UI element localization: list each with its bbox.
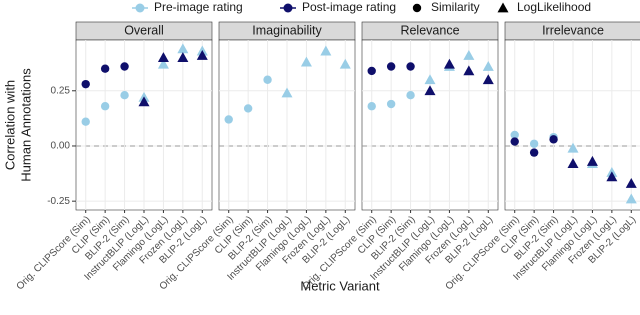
triangle-marker <box>463 65 475 76</box>
circle-marker <box>406 62 415 71</box>
triangle-marker <box>157 52 169 63</box>
circle-marker <box>386 62 396 71</box>
x-axis-title: Metric Variant <box>300 278 380 293</box>
y-tick-label: 0.00 <box>51 141 71 152</box>
legend-label: LogLikelihood <box>517 0 591 14</box>
triangle-marker <box>443 58 455 69</box>
facet-title: Overall <box>124 23 164 37</box>
circle-marker <box>386 99 396 109</box>
facet-title: Relevance <box>400 23 459 37</box>
triangle-marker <box>320 45 332 56</box>
legend-swatch <box>283 3 293 13</box>
circle-marker <box>100 102 110 111</box>
circle-marker <box>367 102 376 111</box>
triangle-marker <box>567 158 579 169</box>
facet-title: Imaginability <box>252 23 322 37</box>
circle-marker <box>529 139 539 148</box>
triangle-marker <box>625 178 637 188</box>
circle-marker <box>412 3 422 13</box>
y-axis-title: Correlation with <box>2 80 17 170</box>
triangle-marker <box>463 49 475 60</box>
legend-label: Post-image rating <box>302 0 396 14</box>
legend-swatch <box>135 3 145 13</box>
circle-marker <box>510 137 519 146</box>
circle-marker <box>367 66 376 76</box>
x-tick-label: Orig. CLIPScore (Sim) <box>15 214 93 292</box>
circle-marker <box>224 115 233 124</box>
triangle-marker <box>567 142 579 153</box>
triangle-marker <box>196 49 208 60</box>
triangle-marker <box>424 85 436 96</box>
triangle-marker <box>625 193 637 204</box>
circle-marker <box>406 90 415 100</box>
triangle-marker <box>586 155 598 166</box>
facet-title: Irrelevance <box>542 23 604 37</box>
triangle-marker <box>482 74 494 85</box>
circle-marker <box>243 104 253 113</box>
legend-label: Pre-image rating <box>154 0 243 14</box>
triangle-marker <box>339 58 351 69</box>
circle-marker <box>263 75 272 84</box>
circle-marker <box>549 135 558 144</box>
y-axis-title: Human Annotations <box>18 68 33 182</box>
circle-marker <box>81 79 90 89</box>
triangle-marker <box>497 2 509 13</box>
circle-marker <box>120 62 129 71</box>
circle-marker <box>100 64 110 73</box>
triangle-marker <box>177 52 189 63</box>
triangle-marker <box>482 60 494 71</box>
triangle-marker <box>157 58 169 69</box>
circle-marker <box>81 117 90 126</box>
triangle-marker <box>300 56 312 67</box>
circle-marker <box>120 90 129 100</box>
y-tick-label: -0.25 <box>47 196 70 207</box>
triangle-marker <box>138 96 150 107</box>
triangle-marker <box>177 43 189 54</box>
circle-marker <box>510 130 519 140</box>
legend-label: Similarity <box>431 0 480 14</box>
y-tick-label: 0.25 <box>51 85 71 96</box>
circle-marker <box>529 148 539 157</box>
triangle-marker <box>606 171 618 182</box>
triangle-marker <box>424 74 436 85</box>
triangle-marker <box>281 87 293 98</box>
